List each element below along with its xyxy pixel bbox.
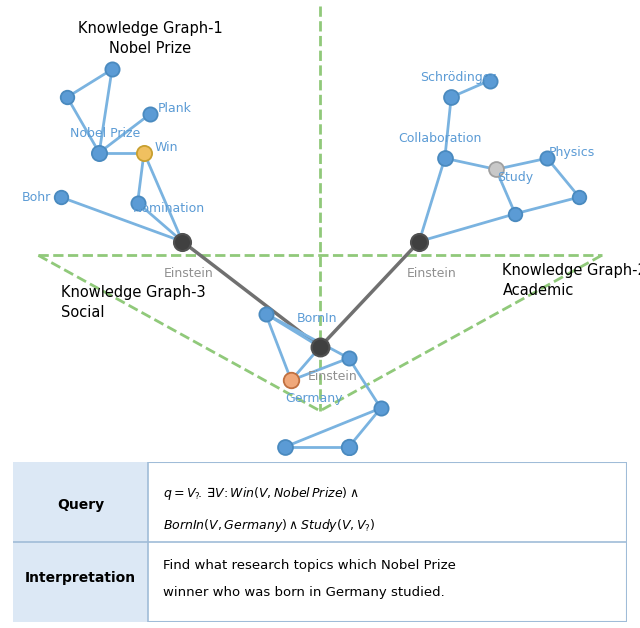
Point bbox=[574, 192, 584, 202]
Bar bbox=[13, 541, 148, 622]
Point bbox=[139, 148, 149, 158]
Point bbox=[286, 376, 296, 386]
Point bbox=[62, 92, 72, 102]
Text: Nobel Prize: Nobel Prize bbox=[70, 127, 141, 140]
Point bbox=[94, 148, 104, 158]
Point bbox=[177, 237, 188, 247]
Text: Study: Study bbox=[497, 171, 533, 184]
Text: Knowledge Graph-2
Academic: Knowledge Graph-2 Academic bbox=[502, 263, 640, 298]
Point bbox=[376, 403, 386, 413]
Point bbox=[280, 442, 290, 452]
Point bbox=[484, 75, 495, 85]
Point bbox=[315, 342, 325, 352]
Point bbox=[344, 353, 354, 363]
Point bbox=[260, 309, 271, 319]
Point bbox=[132, 198, 143, 208]
Text: Bohr: Bohr bbox=[22, 191, 51, 203]
Text: Einstein: Einstein bbox=[308, 371, 358, 383]
Point bbox=[344, 442, 354, 452]
Point bbox=[414, 237, 424, 247]
Point bbox=[510, 208, 520, 219]
Text: $q = V_?\!.\, \exists V\!: Win(V, Nobel\, Prize) \wedge$: $q = V_?\!.\, \exists V\!: Win(V, Nobel\… bbox=[163, 485, 359, 502]
Text: Einstein: Einstein bbox=[407, 266, 457, 279]
Text: Win: Win bbox=[155, 141, 178, 154]
Text: Collaboration: Collaboration bbox=[398, 133, 481, 145]
Text: Einstein: Einstein bbox=[164, 266, 214, 279]
Text: Plank: Plank bbox=[158, 102, 191, 115]
Text: BornIn: BornIn bbox=[296, 312, 337, 325]
Text: Knowledge Graph-1
Nobel Prize: Knowledge Graph-1 Nobel Prize bbox=[78, 21, 223, 57]
Text: Interpretation: Interpretation bbox=[25, 571, 136, 585]
Point bbox=[440, 153, 450, 163]
Text: Schrödinger: Schrödinger bbox=[420, 71, 495, 84]
Text: winner who was born in Germany studied.: winner who was born in Germany studied. bbox=[163, 587, 445, 599]
Point bbox=[542, 153, 552, 163]
Text: Knowledge Graph-3
Social: Knowledge Graph-3 Social bbox=[61, 285, 205, 320]
Text: Nomination: Nomination bbox=[132, 202, 204, 215]
Text: Find what research topics which Nobel Prize: Find what research topics which Nobel Pr… bbox=[163, 559, 456, 572]
Text: $BornIn(V, Germany) \wedge Study(V, V_?)$: $BornIn(V, Germany) \wedge Study(V, V_?)… bbox=[163, 517, 376, 534]
Text: Germany: Germany bbox=[285, 392, 342, 404]
Point bbox=[446, 92, 456, 102]
Bar bbox=[13, 462, 148, 541]
Point bbox=[56, 192, 66, 202]
Point bbox=[491, 165, 501, 175]
Point bbox=[107, 65, 117, 75]
Point bbox=[145, 109, 156, 119]
Text: Physics: Physics bbox=[548, 146, 595, 159]
Text: Query: Query bbox=[57, 498, 104, 512]
